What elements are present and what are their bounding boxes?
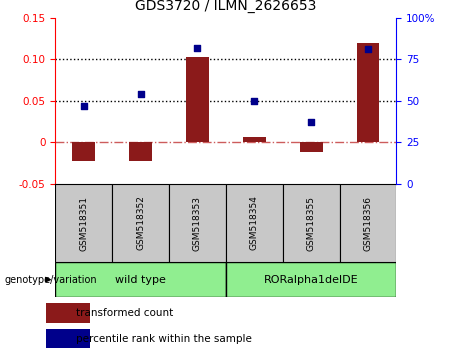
Text: GSM518354: GSM518354 [250,195,259,251]
Bar [340,184,396,262]
Text: transformed count: transformed count [76,308,173,318]
Bar [72,143,95,161]
Point [364,46,372,52]
Text: genotype/variation: genotype/variation [5,275,97,285]
Point [251,98,258,104]
Point [80,103,88,109]
Bar [243,137,266,143]
Text: GSM518356: GSM518356 [364,195,372,251]
Bar [55,184,112,262]
Bar [186,57,209,143]
Text: GSM518353: GSM518353 [193,195,202,251]
Bar [357,43,379,143]
Text: GSM518352: GSM518352 [136,195,145,251]
Point [194,46,201,51]
Text: wild type: wild type [115,275,166,285]
Title: GDS3720 / ILMN_2626653: GDS3720 / ILMN_2626653 [135,0,317,12]
Bar [46,329,90,348]
Text: GSM518351: GSM518351 [79,195,88,251]
Bar [283,184,340,262]
Text: RORalpha1delDE: RORalpha1delDE [264,275,359,285]
Point [307,119,315,125]
Bar [169,184,226,262]
Text: percentile rank within the sample: percentile rank within the sample [76,334,252,344]
Bar [46,303,90,323]
Bar [226,184,283,262]
Bar [55,262,226,297]
Bar [300,143,323,153]
Bar [112,184,169,262]
Bar [129,143,152,161]
Point [137,91,144,97]
Text: GSM518355: GSM518355 [307,195,316,251]
Bar [226,262,396,297]
